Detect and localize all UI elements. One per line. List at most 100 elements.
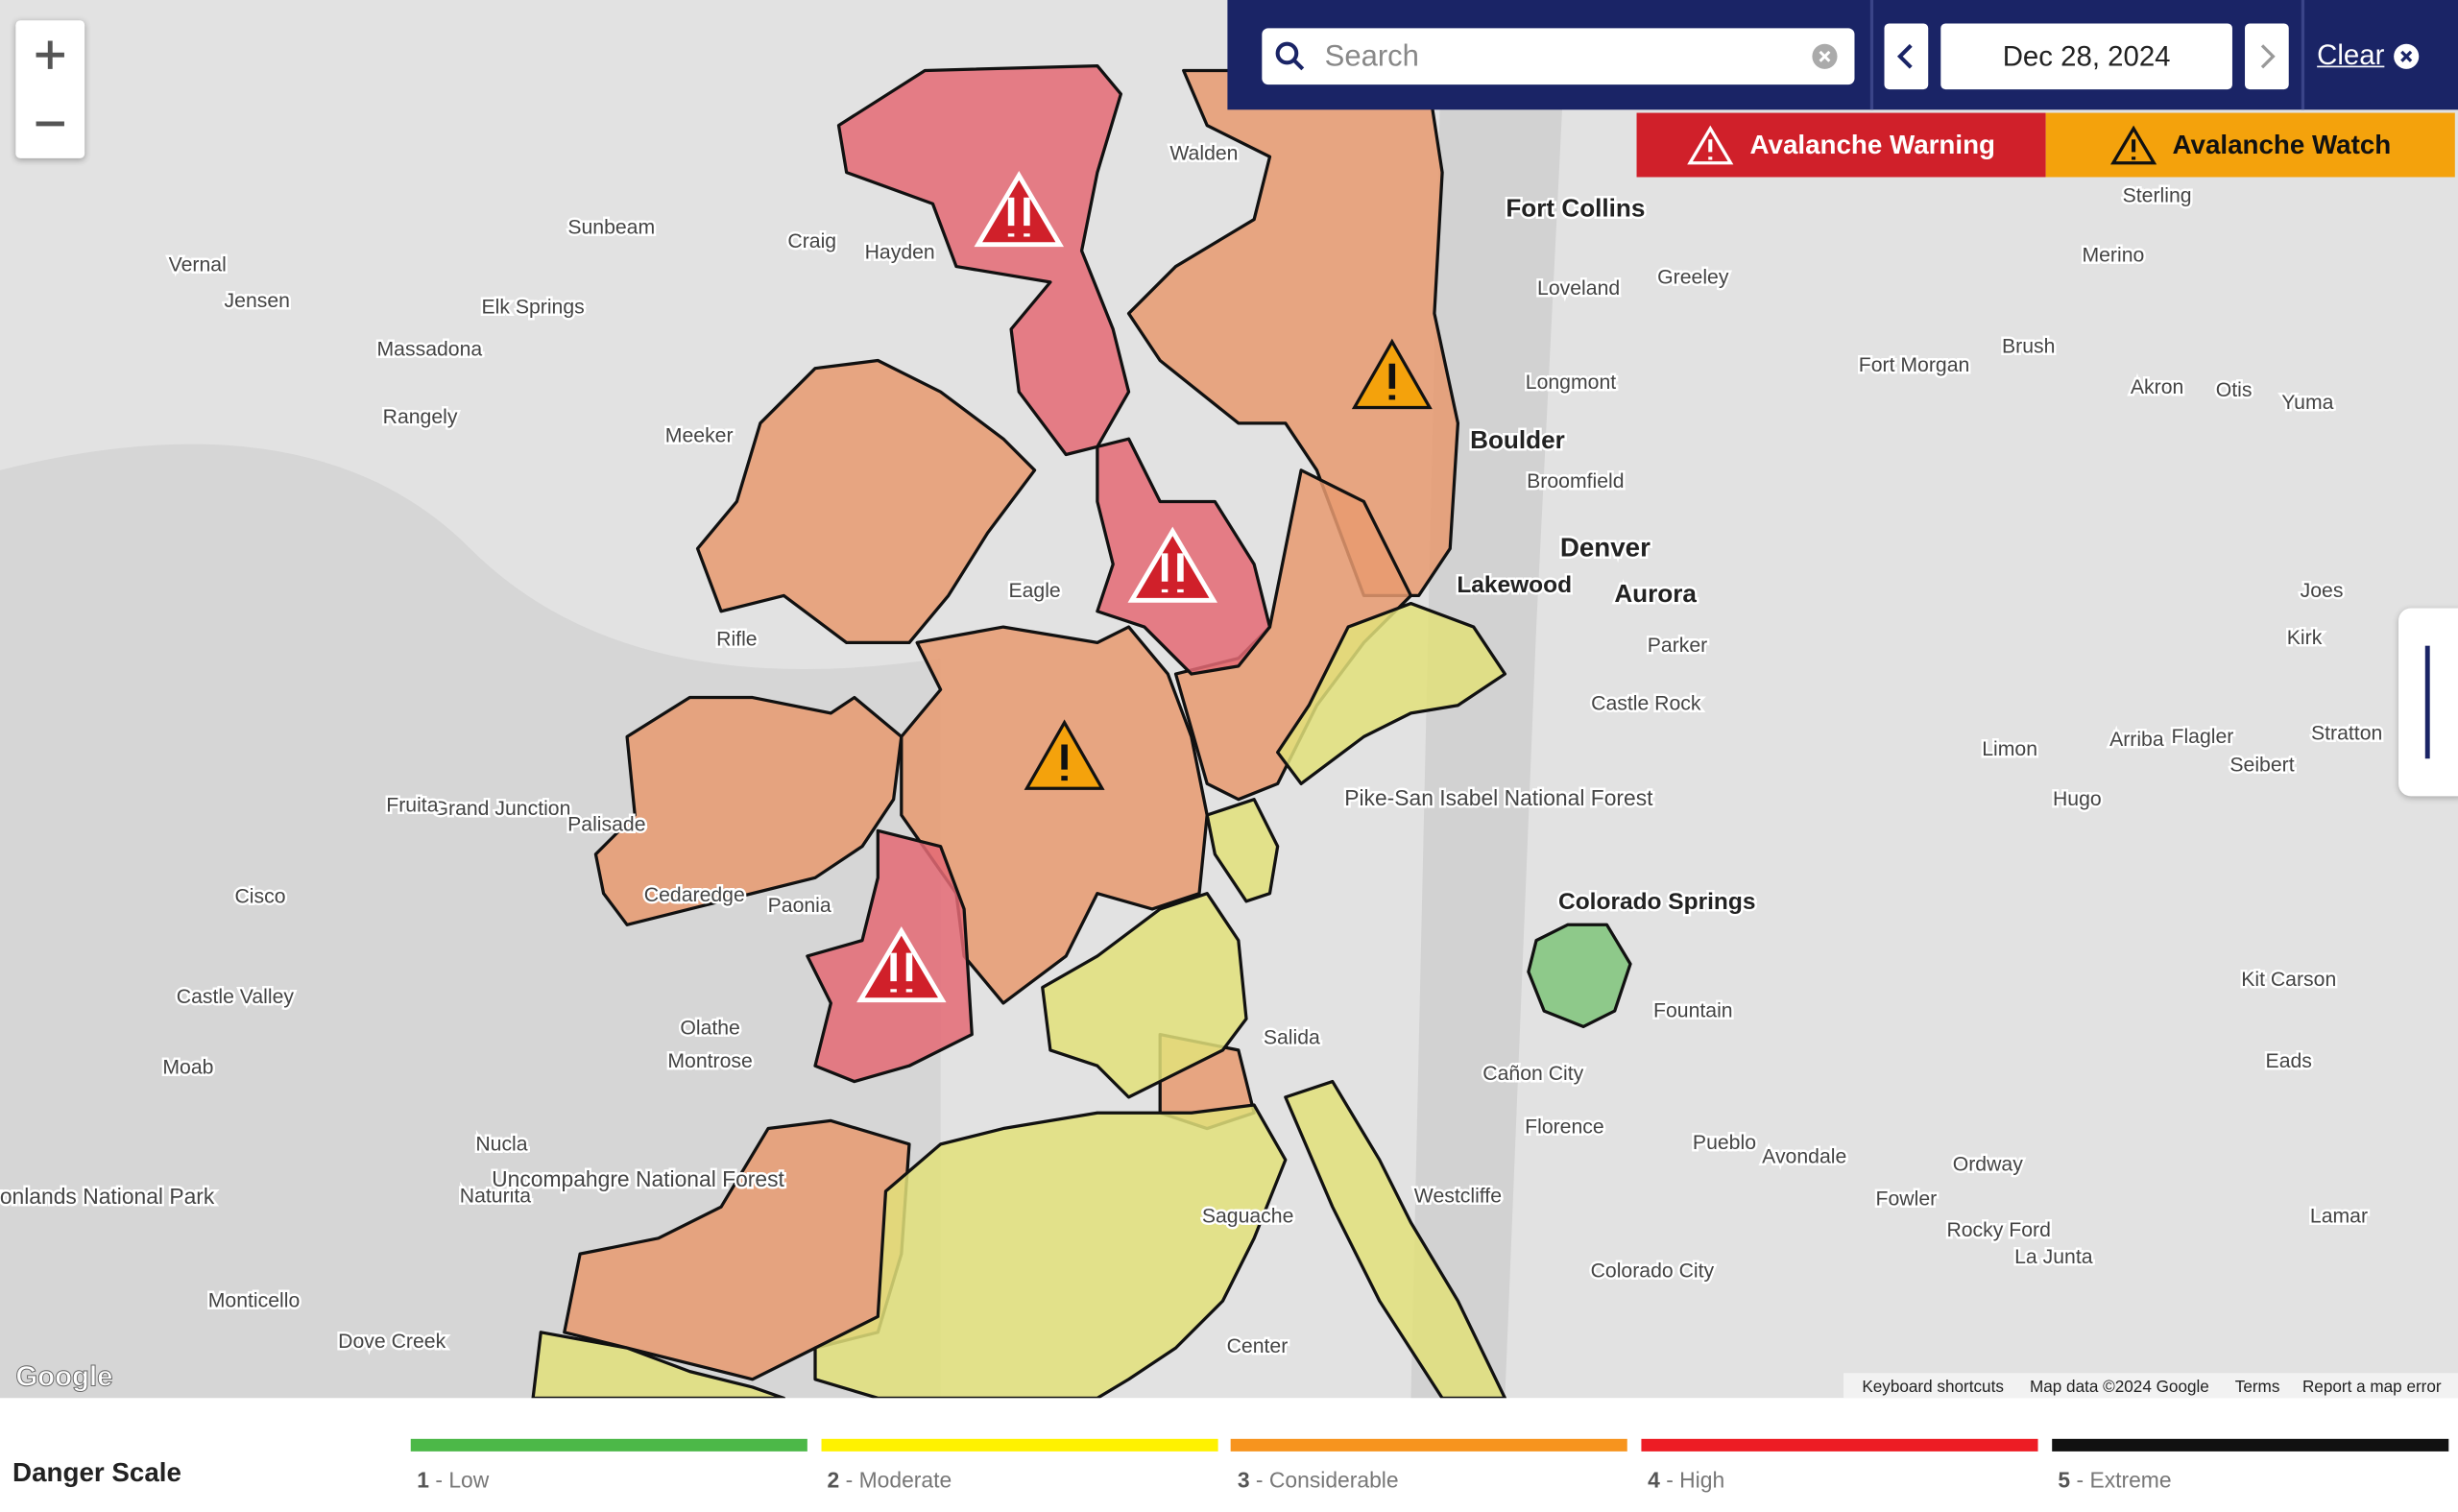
zone[interactable] [1284,1079,1507,1399]
place-label: Sunbeam [567,216,655,238]
place-label: Sterling [2123,185,2192,207]
place-label: Cedaredge [644,884,745,906]
place-label: Kirk [2287,627,2323,649]
zoom-control [15,20,85,158]
attribution-link[interactable]: Terms [2235,1377,2280,1396]
danger-scale-title: Danger Scale [12,1457,181,1488]
zone[interactable] [813,1103,1288,1399]
place-label: Otis [2216,379,2253,401]
divider [1869,0,1874,110]
place-label: Center [1227,1335,1289,1357]
danger-bar [1231,1438,1628,1452]
side-panel-tab[interactable] [2398,608,2458,797]
zone[interactable] [1041,892,1248,1099]
place-label: Parker [1648,635,1708,657]
place-label: Lakewood [1457,572,1572,598]
place-label: Fort Collins [1506,193,1645,222]
danger-level-label: - High [1666,1467,1725,1493]
next-date[interactable] [2245,23,2289,90]
place-label: Stratton [2311,723,2382,745]
place-label: Cisco [234,885,285,907]
place-label: Yuma [2281,392,2333,414]
icon-glyph [890,952,913,993]
place-label: Flagler [2172,726,2234,748]
zone[interactable] [1205,798,1280,903]
place-label: Joes [2301,580,2344,602]
danger-level-label: - Extreme [2076,1467,2172,1493]
danger-bar [410,1438,807,1452]
zone[interactable] [1126,68,1460,598]
clear-icon[interactable] [2393,42,2421,70]
place-label: Nucla [475,1133,527,1155]
danger-level-number: 5 [2058,1467,2071,1493]
map[interactable]: Fort Collins Boulder Denver Aurora Lakewood C… [0,0,2458,1399]
zone[interactable] [900,625,1209,1005]
place-label: Seibert [2229,754,2294,776]
prev-date[interactable] [1884,23,1929,90]
date-display[interactable]: Dec 28, 2024 [1940,23,2232,90]
attribution-link[interactable]: Keyboard shortcuts [1862,1377,2004,1396]
place-label: Ordway [1953,1154,2023,1176]
place-label: Arriba [2109,729,2164,751]
place-label: Colorado Springs [1558,889,1755,915]
danger-bar [821,1438,1218,1452]
place-label: Grand Junction [433,798,571,820]
zoom-in[interactable] [36,40,64,69]
place-label: Salida [1264,1026,1320,1048]
zone[interactable] [1276,601,1507,785]
danger-level-number: 4 [1648,1467,1660,1493]
place-label: Colorado City [1591,1260,1715,1283]
warning-icon[interactable] [1127,526,1218,603]
icon-glyph [1161,553,1184,593]
warning-icon[interactable] [974,171,1064,248]
place-label: Hayden [865,241,935,263]
terrain [1410,0,1568,1399]
place-label: Greeley [1657,267,1729,289]
place-label: Jensen [225,290,290,312]
place-label: Avondale [1762,1145,1846,1167]
attribution-link[interactable]: Report a map error [2302,1377,2442,1396]
search-box[interactable]: Search [1262,28,1855,85]
place-label: Massadona [377,339,483,361]
zones [531,63,1632,1399]
google-logo: Google [15,1360,112,1392]
place-label: Elk Springs [481,297,584,319]
zone[interactable] [1527,923,1632,1029]
top-bar: Search Dec 28, 2024 Clear [1227,0,2458,110]
danger-level-label: - Low [435,1467,490,1493]
place-label: Eads [2266,1050,2312,1072]
place-label: La Junta [2014,1246,2093,1268]
place-label: Castle Rock [1591,693,1701,715]
place-label: Saguache [1202,1206,1294,1228]
place-label: Fowler [1876,1188,1938,1211]
place-label: Loveland [1537,277,1620,300]
danger-level: 3 - Considerable [1238,1467,1399,1492]
place-label: Craig [787,230,836,252]
alert-label: Avalanche Watch [2172,129,2392,159]
place-label: Canyonlands National Park [0,1184,215,1209]
place-label: Naturita [460,1185,531,1207]
divider [2301,0,2305,110]
zone[interactable] [593,695,904,926]
zoom-icons [36,40,64,127]
tab-handle [2424,645,2430,759]
place-label: Fruita [386,795,438,817]
zone[interactable] [695,358,1037,645]
place-label: Merino [2082,245,2144,267]
place-label: Olathe [680,1018,740,1040]
terrain [0,444,941,1399]
place-label: Hugo [2053,788,2102,810]
alert-legend: Avalanche Warning Avalanche Watch [1636,112,2455,178]
attribution-link[interactable]: Map data ©2024 Google [2030,1377,2209,1396]
danger-level-number: 2 [827,1467,840,1493]
place-label: Dove Creek [338,1331,446,1353]
danger-level-label: - Considerable [1255,1467,1399,1493]
warning-icon[interactable] [856,926,947,1003]
icon-glyph [1007,197,1030,237]
clear-button[interactable]: Clear [2317,38,2385,71]
zone[interactable] [531,1331,785,1399]
search-clear[interactable] [1811,42,1839,70]
place-label: Walden [1169,143,1238,165]
danger-bar [2051,1438,2448,1452]
danger-level-number: 1 [417,1467,430,1493]
